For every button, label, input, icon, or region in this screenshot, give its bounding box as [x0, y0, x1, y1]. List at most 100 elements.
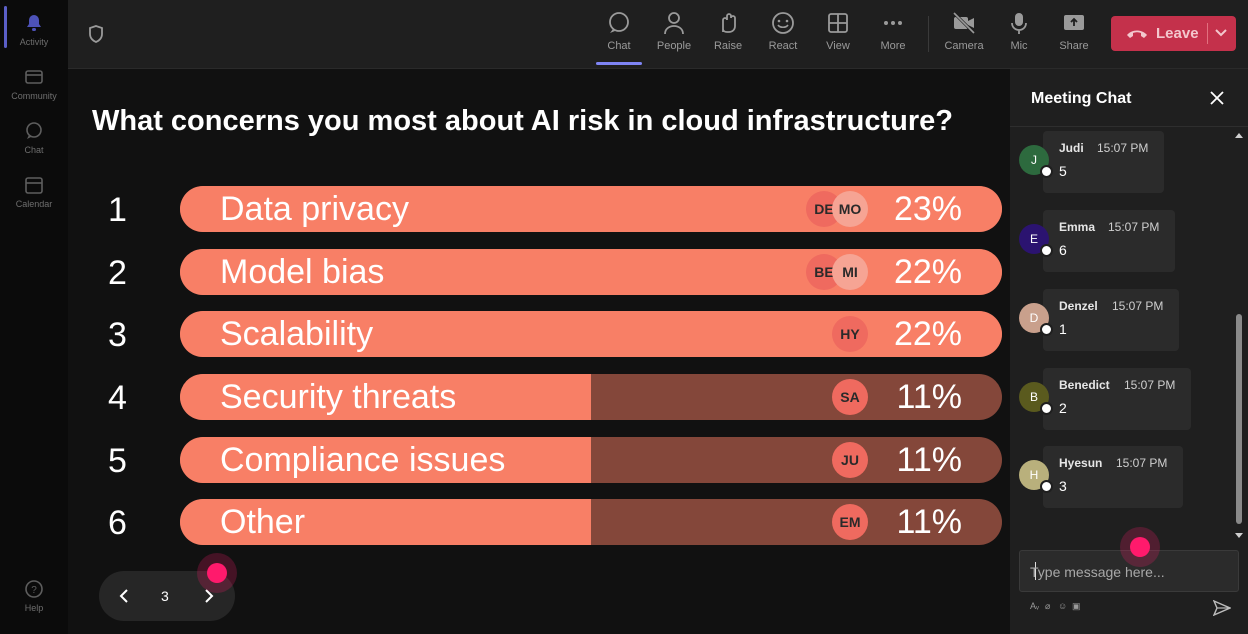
toolbar-raise-button[interactable]: Raise [703, 10, 753, 52]
toolbar-react-button[interactable]: React [758, 10, 808, 52]
poll-option-row: 3 Scalability HY 22% [68, 311, 1010, 357]
message-time: 15:07 PM [1116, 456, 1168, 470]
chevron-down-icon[interactable] [1214, 28, 1228, 38]
toolbar-mic-button[interactable]: Mic [994, 10, 1044, 52]
option-label: Data privacy [220, 190, 409, 228]
toolbar-button-label: Share [1059, 40, 1089, 52]
option-bar-fill [180, 374, 591, 420]
sender-name: Denzel [1059, 299, 1098, 313]
poll-option-row: 6 Other EM 11% [68, 499, 1010, 545]
poll-stage: What concerns you most about AI risk in … [68, 69, 1010, 634]
camera-off-icon [952, 11, 976, 35]
message-text: 2 [1059, 400, 1067, 416]
toolbar-view-button[interactable]: View [813, 10, 863, 52]
shield-icon[interactable] [87, 24, 105, 44]
option-percent: 11% [896, 441, 962, 479]
option-bar-fill [180, 437, 591, 483]
pointer-indicator [1130, 537, 1150, 557]
people-icon [664, 12, 684, 35]
sidebar-item-label: Calendar [15, 199, 53, 209]
chat-scrollbar[interactable] [1233, 129, 1245, 541]
toolbar-people-button[interactable]: People [649, 10, 699, 52]
toolbar-more-button[interactable]: More [868, 10, 918, 52]
leave-button[interactable]: Leave [1111, 16, 1236, 51]
message-time: 15:07 PM [1112, 299, 1164, 313]
avatar-initial: D [1029, 311, 1039, 325]
emoji-icon[interactable]: ☺ [1058, 601, 1068, 611]
poll-option-row: 4 Security threats SA 11% [68, 374, 1010, 420]
presence-status-icon [1040, 480, 1053, 493]
sender-name: Judi [1059, 141, 1084, 155]
sender-avatar[interactable]: D [1019, 303, 1053, 336]
option-bar: Security threats SA 11% [180, 374, 1002, 420]
message-text: 6 [1059, 242, 1067, 258]
sidebar-item-activity[interactable]: Activity [0, 12, 68, 47]
toolbar-button-label: More [880, 40, 906, 52]
poll-option-row: 1 Data privacy DE MO 23% [68, 186, 1010, 232]
option-bar: Other EM 11% [180, 499, 1002, 545]
toolbar-share-button[interactable]: Share [1049, 10, 1099, 52]
active-tab-underline [596, 62, 642, 65]
toolbar-button-label: Camera [944, 40, 984, 52]
sender-avatar[interactable]: J [1019, 145, 1053, 178]
message-time: 15:07 PM [1124, 378, 1176, 392]
close-icon[interactable] [1208, 89, 1226, 107]
toolbar-divider [928, 16, 929, 52]
option-label: Scalability [220, 315, 374, 353]
message-time: 15:07 PM [1108, 220, 1160, 234]
option-percent: 23% [893, 190, 962, 228]
attach-icon[interactable]: ⌀ [1045, 601, 1051, 611]
chat-message[interactable]: Emma 15:07 PM 6 E [1010, 210, 1235, 274]
toolbar-chat-button[interactable]: Chat [594, 10, 644, 52]
toolbar-button-label: Chat [607, 40, 631, 52]
send-icon[interactable] [1213, 600, 1231, 616]
chat-message[interactable]: Judi 15:07 PM 5 J [1010, 131, 1235, 195]
leave-label: Leave [1156, 25, 1199, 42]
toolbar-camera-button[interactable]: Camera [939, 10, 989, 52]
option-rank: 1 [108, 191, 127, 229]
message-bubble: Emma 15:07 PM 6 [1043, 210, 1175, 272]
sidebar-item-community[interactable]: Community [0, 66, 68, 101]
pointer-indicator [207, 563, 227, 583]
option-rank: 2 [108, 254, 127, 292]
presence-status-icon [1040, 402, 1053, 415]
sidebar-item-chat[interactable]: Chat [0, 120, 68, 155]
message-text: 5 [1059, 163, 1067, 179]
voter-avatar: MI [832, 254, 868, 290]
page-number: 3 [161, 588, 169, 604]
chat-message[interactable]: Benedict 15:07 PM 2 B [1010, 368, 1235, 432]
sidebar-item-help[interactable]: ? Help [0, 578, 68, 613]
chat-icon [609, 12, 629, 33]
voter-avatar: EM [832, 504, 868, 540]
avatar-initial: B [1029, 390, 1038, 404]
chevron-right-icon[interactable] [203, 588, 215, 604]
option-rank: 3 [108, 316, 127, 354]
leave-divider [1207, 23, 1208, 44]
message-input[interactable] [1028, 551, 1227, 593]
toolbar-button-label: View [826, 40, 850, 52]
chevron-left-icon[interactable] [118, 588, 130, 604]
sender-avatar[interactable]: E [1019, 224, 1053, 257]
chat-message[interactable]: Denzel 15:07 PM 1 D [1010, 289, 1235, 353]
active-indicator [4, 6, 7, 48]
sidebar-item-label: Activity [19, 37, 49, 47]
chat-divider [1010, 126, 1248, 127]
svg-text:?: ? [31, 585, 37, 596]
option-bar: Compliance issues JU 11% [180, 437, 1002, 483]
hang-up-icon [1127, 30, 1147, 38]
option-label: Compliance issues [220, 441, 506, 479]
sender-avatar[interactable]: B [1019, 382, 1053, 415]
format-icon[interactable]: Aᵥ [1030, 601, 1039, 611]
gif-icon[interactable]: ▣ [1072, 601, 1081, 611]
chat-message[interactable]: Hyesun 15:07 PM 3 H [1010, 446, 1235, 510]
poll-option-row: 2 Model bias BE MI 22% [68, 249, 1010, 295]
avatar-initial: H [1029, 468, 1039, 482]
more-icon [884, 21, 902, 25]
react-icon [772, 12, 794, 34]
option-rank: 6 [108, 504, 127, 542]
chat-icon [26, 122, 42, 139]
sidebar-item-calendar[interactable]: Calendar [0, 174, 68, 209]
poll-question: What concerns you most about AI risk in … [92, 105, 953, 137]
option-rank: 4 [108, 379, 127, 417]
sender-avatar[interactable]: H [1019, 460, 1053, 493]
